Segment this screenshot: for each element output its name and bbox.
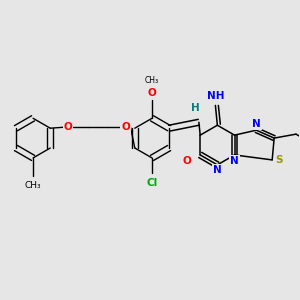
Text: H: H <box>190 103 199 113</box>
Text: CH₃: CH₃ <box>25 181 41 190</box>
Text: CH₃: CH₃ <box>145 76 159 85</box>
Text: N: N <box>230 156 239 166</box>
Text: NH: NH <box>207 91 224 100</box>
Text: O: O <box>121 122 130 132</box>
Text: N: N <box>252 119 261 129</box>
Text: Cl: Cl <box>146 178 158 188</box>
Text: O: O <box>148 88 156 98</box>
Text: O: O <box>183 156 192 166</box>
Text: S: S <box>275 155 283 165</box>
Text: O: O <box>64 122 73 132</box>
Text: N: N <box>213 165 222 175</box>
